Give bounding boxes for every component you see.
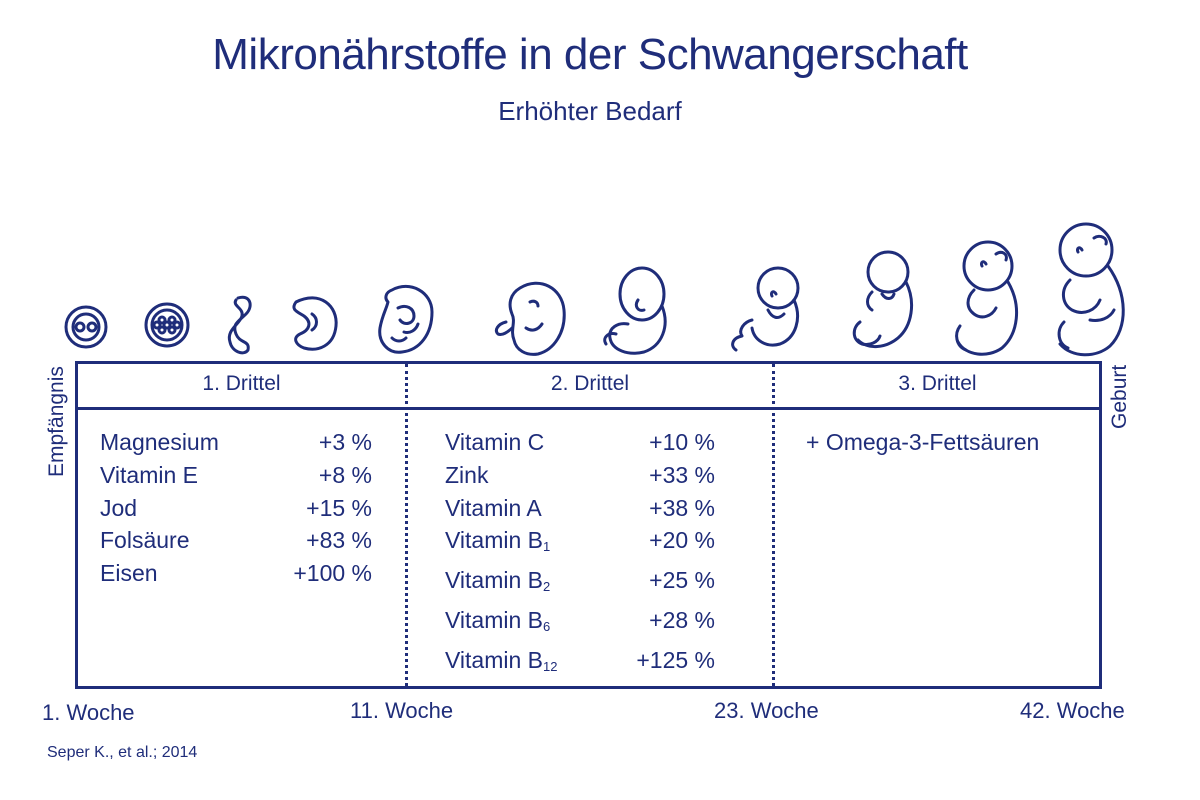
nutrient-name: Magnesium	[100, 429, 219, 455]
nutrient-row: Vitamin A +38 %	[445, 492, 715, 525]
trimester-2-nutrient-list: Vitamin C +10 % Zink +33 % Vitamin A +38 % Vit…	[445, 426, 715, 684]
nutrient-increase: +33 %	[649, 461, 715, 488]
nutrient-subscript: 2	[543, 579, 551, 595]
early-embryo-icon	[227, 295, 252, 355]
nutrient-increase: +38 %	[649, 494, 715, 521]
nutrient-name: Eisen	[100, 560, 158, 587]
nutrient-row: Jod +15 %	[100, 492, 372, 525]
nutrient-subscript: 12	[543, 658, 558, 674]
trimester-table: 1. Drittel 2. Drittel 3. Drittel Magnesi…	[75, 361, 1102, 689]
nutrient-row: + Omega-3-Fettsäuren	[806, 426, 1096, 459]
week-label-42: 42. Woche	[1020, 698, 1125, 723]
trimester-3-nutrient-list: + Omega-3-Fettsäuren	[806, 426, 1096, 459]
fetus-icon	[603, 266, 667, 355]
nutrient-subscript: 6	[543, 618, 551, 634]
nutrient-name: Vitamin B12	[445, 646, 558, 674]
trimester-1-header: 1. Drittel	[202, 372, 281, 395]
week-label-1: 1. Woche	[42, 700, 135, 725]
nutrient-name: Vitamin A	[445, 494, 542, 521]
fetus-icon	[1057, 222, 1125, 357]
fetus-icon	[955, 240, 1019, 356]
nutrient-increase: +100 %	[293, 560, 372, 587]
header-divider	[78, 407, 1099, 410]
nutrient-row: Zink +33 %	[445, 459, 715, 492]
page-subtitle: Erhöhter Bedarf	[498, 96, 682, 126]
nutrient-increase: +28 %	[649, 606, 715, 633]
trimester-2-header: 2. Drittel	[550, 372, 630, 395]
nutrient-increase: +15 %	[306, 494, 372, 521]
nutrient-row: Magnesium +3 %	[100, 426, 372, 459]
nutrient-row: Vitamin B1 +20 %	[445, 524, 715, 564]
zygote-icon	[64, 305, 108, 349]
conception-label: Empfängnis	[45, 366, 68, 477]
source-citation: Seper K., et al.; 2014	[47, 744, 198, 761]
nutrient-row: Vitamin E +8 %	[100, 459, 372, 492]
nutrient-row: Folsäure +83 %	[100, 524, 372, 557]
birth-label: Geburt	[1108, 364, 1131, 429]
nutrient-row: Eisen +100 %	[100, 557, 372, 590]
nutrient-row: Vitamin B12 +125 %	[445, 644, 715, 684]
nutrient-name: Zink	[445, 461, 489, 488]
nutrient-name: Vitamin B1	[445, 527, 551, 555]
nutrient-name: Folsäure	[100, 527, 190, 554]
nutrient-name: Vitamin B6	[445, 606, 551, 634]
nutrient-row: Vitamin C +10 %	[445, 426, 715, 459]
embryo-icon	[378, 284, 434, 354]
week-label-11: 11. Woche	[350, 698, 454, 723]
nutrient-row: Vitamin B6 +28 %	[445, 604, 715, 644]
nutrient-increase: +8 %	[318, 461, 372, 488]
trimester-1-nutrient-list: Magnesium +3 % Vitamin E +8 % Jod +15 % Folsäu…	[100, 426, 372, 590]
week-label-23: 23. Woche	[714, 698, 819, 723]
fetus-icon	[852, 250, 913, 348]
trimester-divider-2	[772, 364, 775, 686]
page-title: Mikronährstoffe in der Schwangerschaft	[212, 30, 968, 79]
curled-embryo-icon	[292, 296, 338, 351]
nutrient-increase: +25 %	[649, 567, 715, 594]
nutrient-increase: +20 %	[649, 527, 715, 554]
fetus-icon	[731, 266, 800, 352]
nutrient-row: Vitamin B2 +25 %	[445, 564, 715, 604]
nutrient-name: + Omega-3-Fettsäuren	[806, 429, 1040, 455]
nutrient-name: Vitamin E	[100, 461, 199, 488]
nutrient-name: Jod	[100, 494, 138, 521]
trimester-divider-1	[405, 364, 408, 686]
embryo-development-strip	[64, 222, 1125, 357]
fetus-icon	[494, 281, 566, 356]
trimester-3-header: 3. Drittel	[898, 372, 977, 395]
nutrient-increase: +10 %	[649, 429, 715, 455]
nutrient-subscript: 1	[543, 539, 551, 555]
nutrient-increase: +3 %	[318, 429, 372, 455]
nutrient-name: Vitamin C	[445, 429, 545, 455]
nutrient-name: Vitamin B2	[445, 567, 551, 595]
nutrient-increase: +83 %	[306, 527, 372, 554]
morula-icon	[144, 302, 190, 348]
nutrient-increase: +125 %	[636, 646, 715, 673]
